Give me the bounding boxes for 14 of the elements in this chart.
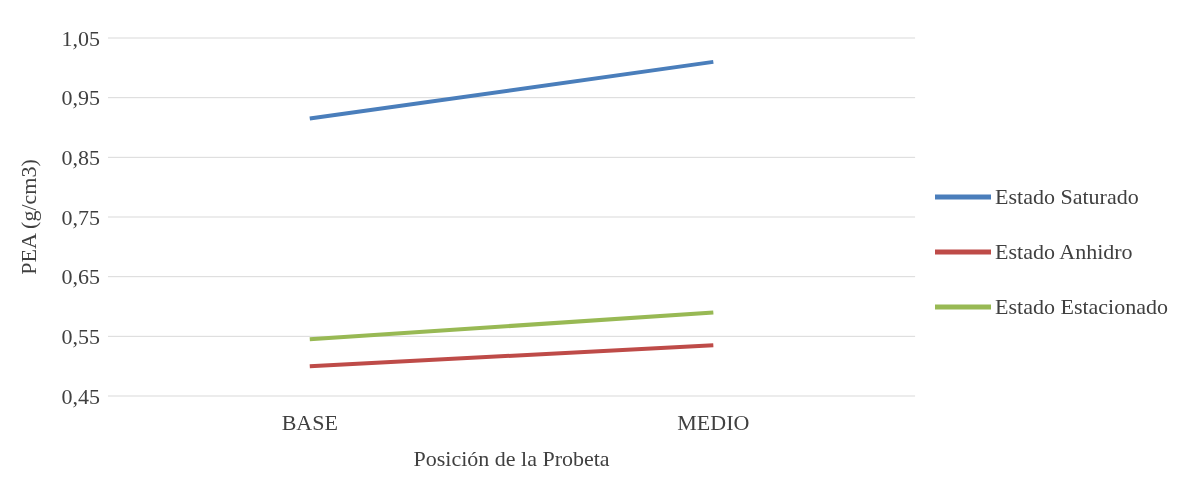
y-tick-label: 0,65: [61, 264, 100, 290]
x-tick-label: BASE: [281, 409, 338, 435]
y-tick-label: 0,95: [61, 85, 100, 111]
legend-label: Estado Anhidro: [995, 239, 1133, 265]
y-tick-label: 0,45: [61, 383, 100, 409]
y-tick-label: 1,05: [61, 25, 100, 51]
x-axis-title: Posición de la Probeta: [413, 446, 610, 471]
x-tick-label: MEDIO: [677, 409, 750, 435]
legend-label: Estado Estacionado: [995, 294, 1168, 320]
y-tick-label: 0,75: [61, 204, 100, 230]
y-tick-label: 0,55: [61, 324, 100, 350]
y-axis-title: PEA (g/cm3): [15, 159, 41, 275]
legend-label: Estado Saturado: [995, 184, 1139, 210]
y-tick-label: 0,85: [61, 145, 100, 171]
